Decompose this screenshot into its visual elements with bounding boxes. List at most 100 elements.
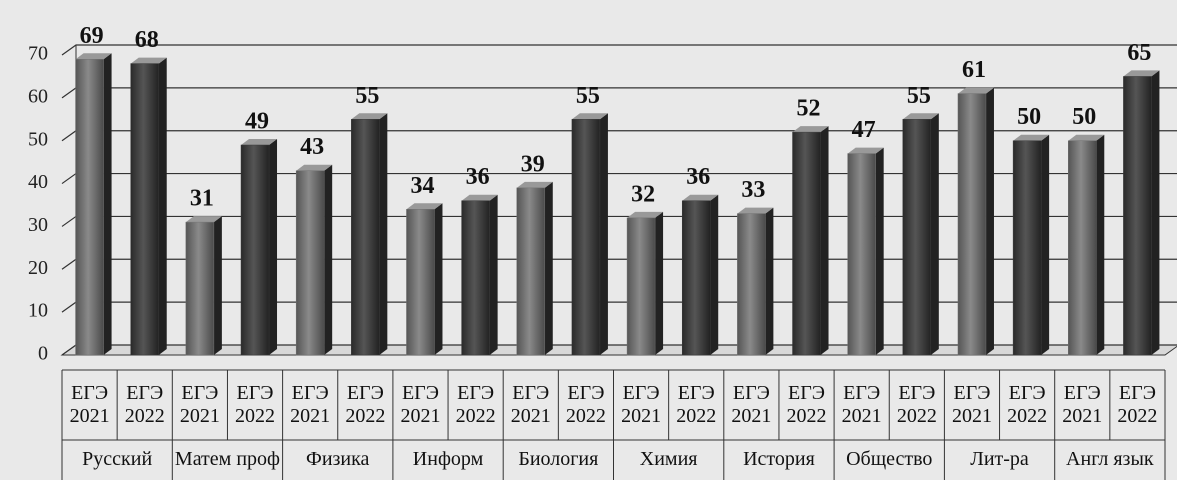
bar [75,59,104,356]
category-label: Химия [639,448,698,470]
grid-line [61,258,1177,270]
bar [461,200,490,356]
bar [571,119,601,356]
bar-side [434,203,443,355]
bar [902,119,932,356]
value-label: 61 [962,57,986,83]
value-label: 49 [245,109,269,135]
value-label: 32 [631,181,655,207]
series-label: ЕГЭ 2021 [841,382,882,427]
bar-top [571,113,608,120]
floor [60,344,1177,356]
bar-top [682,194,719,201]
value-label: 50 [1017,104,1041,130]
bar [626,217,656,356]
bar-top [296,164,333,171]
bar-side [213,216,222,355]
value-label: 68 [135,27,159,53]
bar [792,131,821,356]
bar-top [847,147,884,154]
y-tick-label: 40 [28,171,48,193]
grid-line [61,87,1177,99]
bar [1012,140,1042,356]
grid-line [61,172,1177,185]
bar-side [930,113,939,356]
bar-side [710,194,719,355]
series-label: ЕГЭ 2022 [124,382,165,427]
value-label: 65 [1127,40,1151,66]
bar-top [792,126,829,133]
category-label: Биология [518,448,599,470]
bar [240,144,270,356]
series-label: ЕГЭ 2021 [510,382,551,427]
bar-side [1096,134,1105,355]
bar-side [489,194,498,355]
bar [957,93,987,356]
series-label: ЕГЭ 2022 [786,382,827,427]
bar-side [324,164,333,355]
bar [681,200,711,356]
value-label: 34 [410,173,434,199]
value-label: 36 [466,164,490,190]
series-label: ЕГЭ 2021 [1062,382,1103,427]
category-label: Общество [846,448,933,470]
category-label: Русский [82,448,153,470]
y-tick-label: 20 [28,257,48,279]
bar-side [544,181,553,355]
series-label: ЕГЭ 2022 [565,382,606,427]
bar-side [655,211,664,355]
bar [185,221,215,356]
bar-side [269,139,278,355]
y-tick-label: 30 [28,214,48,236]
bar-side [158,57,167,355]
bar-side [765,207,774,355]
series-label: ЕГЭ 2021 [69,382,110,427]
bar-side [1151,70,1160,355]
value-label: 31 [190,186,214,212]
value-label: 39 [521,151,545,177]
bar-top [75,53,112,60]
value-label: 52 [797,96,821,122]
value-label: 55 [907,83,931,109]
bar [295,170,325,356]
bar [1068,140,1097,356]
series-label: ЕГЭ 2022 [1007,382,1048,427]
category-label: История [743,448,815,470]
bar-side [103,53,112,356]
category-label: Лит-ра [970,448,1029,470]
bar-side [1041,134,1050,355]
y-tick-label: 50 [28,128,48,150]
value-label: 36 [686,164,710,190]
y-tick-label: 0 [38,343,48,365]
series-label: ЕГЭ 2022 [455,382,496,427]
y-tick-label: 60 [28,85,48,107]
bar-top [406,203,443,210]
series-label: ЕГЭ 2021 [621,382,662,427]
bar-side [985,87,994,356]
bar [1123,76,1152,356]
series-label: ЕГЭ 2021 [951,382,992,427]
bar-side [599,113,608,356]
bar [351,119,380,356]
bar-top [130,57,167,64]
bar [130,63,159,356]
series-label: ЕГЭ 2022 [676,382,717,427]
value-label: 55 [355,83,379,109]
bar-top [516,181,553,188]
value-label: 33 [741,177,765,203]
grid-line [61,130,1177,142]
bar-top [627,211,664,218]
bar-top [737,207,774,214]
bar-top [1068,134,1105,141]
y-tick-label: 70 [28,43,48,65]
bar-top [1013,134,1050,141]
value-label: 50 [1072,104,1096,130]
category-label: Матем проф [174,448,280,470]
series-label: ЕГЭ 2021 [290,382,331,427]
value-label: 69 [80,23,104,49]
value-label: 55 [576,83,600,109]
category-label: Англ язык [1066,448,1154,470]
series-label: ЕГЭ 2021 [400,382,441,427]
